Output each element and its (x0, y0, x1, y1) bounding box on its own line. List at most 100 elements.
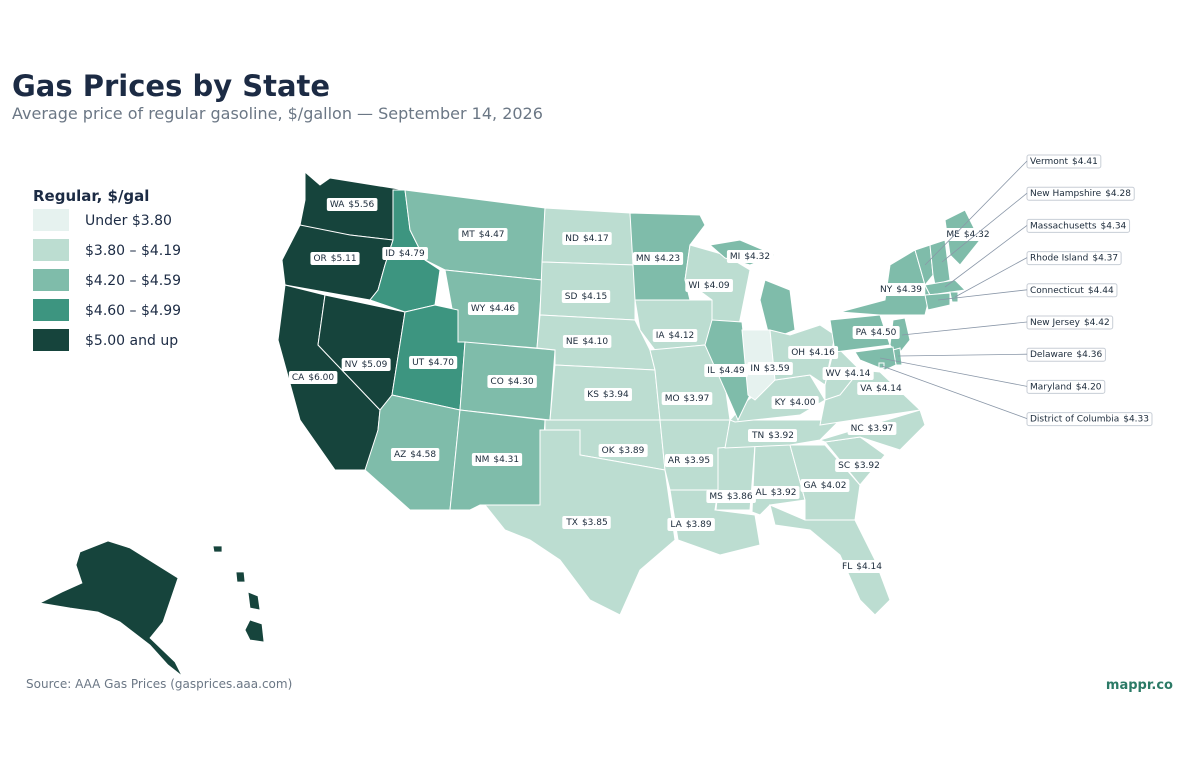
label-text: KS $3.94 (587, 390, 629, 400)
label-key: New Jersey (1030, 318, 1081, 328)
state-label: MT $4.47 (458, 228, 508, 241)
label-box (822, 367, 874, 380)
state-label: AZ $4.58 (390, 448, 440, 461)
states (277, 170, 981, 616)
label-key: MT (461, 230, 475, 240)
leader-line (901, 321, 1028, 336)
label-price: $3.86 (727, 492, 753, 502)
label-key: KS (587, 390, 599, 400)
label-text: ID $4.79 (385, 249, 425, 259)
label-key: GA (804, 481, 818, 491)
label-box (310, 252, 360, 265)
label-key: PA (856, 328, 868, 338)
callout: Rhode Island $4.37 (954, 251, 1122, 298)
label-box (1026, 379, 1106, 394)
label-text: MI $4.32 (730, 252, 770, 262)
label-box (664, 454, 714, 467)
label-key: CA (292, 373, 305, 383)
label-text: New Jersey $4.42 (1030, 318, 1110, 328)
label-key: TX (565, 518, 578, 528)
label-box (839, 560, 886, 573)
label-text: MO $3.97 (665, 394, 710, 404)
label-text: New Hampshire $4.28 (1030, 189, 1131, 199)
label-box (1026, 347, 1106, 362)
label-text: MN $4.23 (636, 254, 680, 264)
state (924, 292, 951, 311)
state-label: TN $3.92 (748, 429, 797, 442)
label-text: IN $3.59 (750, 364, 789, 374)
state-label: AL $3.92 (752, 486, 800, 499)
label-price: $3.92 (768, 431, 794, 441)
label-price: $4.31 (493, 455, 519, 465)
label-box (847, 422, 897, 435)
label-box (584, 388, 632, 401)
label-text: NV $5.09 (345, 360, 388, 370)
state-label: NY $4.39 (877, 283, 926, 296)
label-price: $4.16 (809, 348, 835, 358)
label-text: UT $4.70 (412, 358, 454, 368)
legend-swatch (33, 269, 69, 291)
label-text: VA $4.14 (860, 384, 902, 394)
state-label: MI $4.32 (726, 250, 774, 263)
label-price: $4.02 (821, 481, 847, 491)
source: Source: AAA Gas Prices (gasprices.aaa.co… (26, 677, 292, 691)
leader-line (937, 289, 1028, 301)
label-price: $4.42 (1084, 318, 1110, 328)
label-key: ND (565, 234, 579, 244)
label-price: $4.09 (704, 281, 730, 291)
label-text: CO $4.30 (490, 377, 533, 387)
label-key: Vermont (1030, 157, 1069, 167)
label-price: $4.30 (508, 377, 534, 387)
label-text: FL $4.14 (842, 562, 882, 572)
label-text: WY $4.46 (471, 304, 515, 314)
state (819, 369, 922, 426)
label-price: $4.32 (744, 252, 770, 262)
leader-line (941, 192, 1028, 263)
label-key: VA (860, 384, 873, 394)
label-box (471, 453, 523, 466)
label-text: NM $4.31 (475, 455, 519, 465)
label-price: $3.97 (684, 394, 710, 404)
label-text: OK $3.89 (602, 446, 645, 456)
state-label: CA $6.00 (288, 371, 338, 384)
leader-line (881, 365, 1028, 419)
state-label: AR $3.95 (664, 454, 714, 467)
state-label: WV $4.14 (822, 367, 874, 380)
label-key: TN (751, 431, 764, 441)
label-text: MS $3.86 (709, 492, 753, 502)
label-box (341, 358, 391, 371)
legend-label: Under $3.80 (85, 213, 172, 229)
label-box (685, 279, 733, 292)
leader-line (954, 257, 1028, 298)
label-text: SD $4.15 (565, 292, 607, 302)
label-price: $4.46 (489, 304, 515, 314)
label-key: FL (842, 562, 852, 572)
label-box (562, 232, 612, 245)
label-box (857, 382, 906, 395)
legend-title: Regular, $/gal (33, 187, 149, 205)
state (924, 279, 967, 296)
label-box (1026, 283, 1118, 298)
label-text: TN $3.92 (751, 431, 794, 441)
label-text: MT $4.47 (461, 230, 504, 240)
label-text: GA $4.02 (804, 481, 847, 491)
label-price: $4.37 (1092, 253, 1118, 263)
label-key: Rhode Island (1030, 253, 1088, 263)
label-price: $3.95 (684, 456, 710, 466)
label-text: IL $4.49 (707, 366, 745, 376)
label-text: NE $4.10 (566, 337, 608, 347)
label-text: PA $4.50 (856, 328, 897, 338)
state (878, 362, 885, 369)
label-price: $4.00 (790, 398, 816, 408)
label-text: WI $4.09 (688, 281, 730, 291)
label-key: WY (471, 304, 486, 314)
label-key: LA (670, 520, 682, 530)
label-price: $5.11 (331, 254, 357, 264)
alaska (38, 540, 183, 677)
label-price: $3.94 (603, 390, 629, 400)
state-label: MS $3.86 (706, 490, 756, 503)
title: Gas Prices by State (12, 69, 330, 103)
label-text: SC $3.92 (838, 461, 880, 471)
legend-swatch (33, 209, 69, 231)
label-key: MO (665, 394, 680, 404)
